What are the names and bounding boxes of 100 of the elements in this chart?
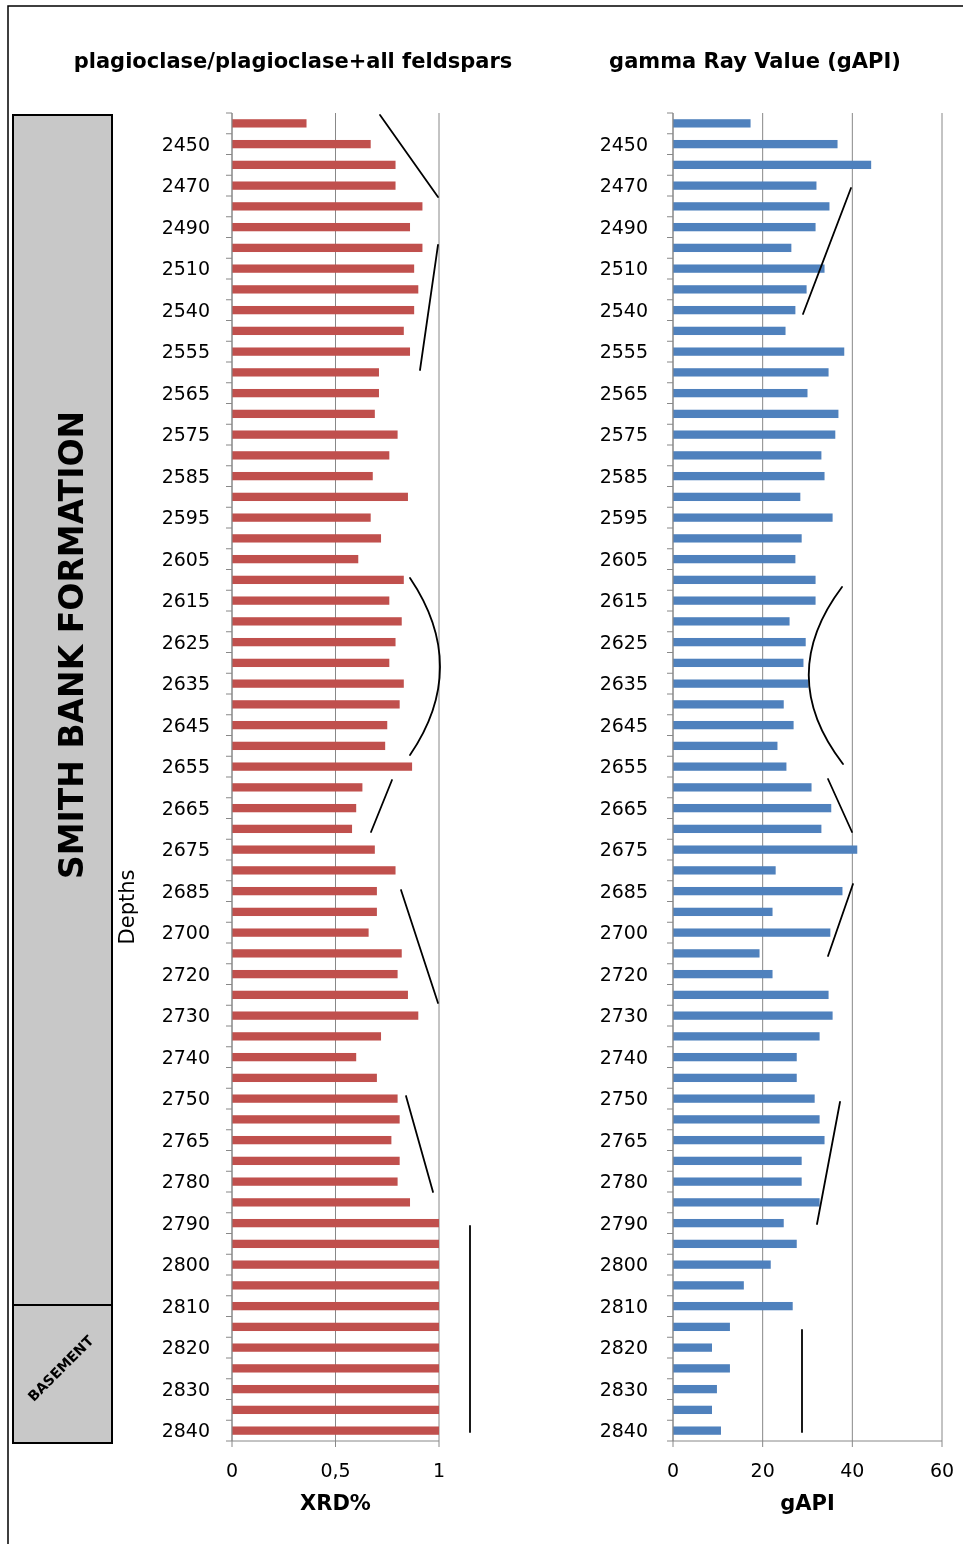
y-tick-label: 2645 <box>599 713 648 736</box>
bar <box>232 1135 392 1145</box>
bar <box>232 1052 357 1062</box>
bar <box>673 741 778 751</box>
y-tick-label: 2645 <box>161 713 210 736</box>
y-tick-label: 2470 <box>599 174 648 197</box>
y-tick-label: 2810 <box>161 1294 210 1317</box>
bar <box>673 222 816 232</box>
x-tick-label: 40 <box>840 1459 865 1481</box>
y-tick-label: 2665 <box>599 796 648 819</box>
bar <box>673 368 829 377</box>
bar <box>232 388 379 398</box>
bar <box>673 866 776 875</box>
y-tick-label: 2555 <box>599 340 648 363</box>
y-tick-label: 2470 <box>161 174 210 197</box>
bar <box>232 866 396 875</box>
y-tick-label: 2800 <box>599 1253 648 1276</box>
bar <box>232 990 408 1000</box>
bar <box>673 596 816 605</box>
bar <box>232 1073 377 1083</box>
bar <box>232 409 375 419</box>
bar <box>673 139 838 149</box>
bar <box>232 1384 439 1394</box>
bar <box>673 119 751 128</box>
y-tick-label: 2840 <box>161 1419 210 1442</box>
y-tick-label: 2625 <box>161 630 210 653</box>
bar <box>232 160 396 170</box>
y-tick-label: 2555 <box>161 340 210 363</box>
bar <box>673 326 786 336</box>
x-tick-label: 0 <box>225 1459 239 1481</box>
bar <box>673 1115 820 1124</box>
bar <box>673 949 760 958</box>
y-tick-label: 2450 <box>161 132 210 155</box>
y-axis-title: Depths <box>115 869 139 945</box>
y-tick-label: 2675 <box>161 838 210 861</box>
y-tick-label: 2450 <box>599 132 648 155</box>
bar <box>232 907 377 917</box>
bar <box>232 1260 439 1269</box>
y-tick-label: 2575 <box>599 423 648 446</box>
x-axis-title: XRD% <box>300 1491 371 1515</box>
y-tick-label: 2820 <box>161 1336 210 1359</box>
bar <box>673 907 773 917</box>
y-tick-label: 2585 <box>599 464 648 487</box>
bar <box>673 430 836 439</box>
y-tick-label: 2790 <box>599 1211 648 1234</box>
y-tick-label: 2765 <box>161 1128 210 1151</box>
bar <box>232 969 398 979</box>
bar <box>673 534 802 543</box>
bar <box>232 181 396 190</box>
bar <box>232 803 357 813</box>
y-tick-label: 2720 <box>599 962 648 985</box>
bar <box>232 1115 400 1124</box>
bar <box>232 824 353 834</box>
x-tick-label: 1 <box>432 1459 446 1481</box>
bar <box>232 949 402 958</box>
bar <box>673 243 792 253</box>
bar <box>673 1052 797 1062</box>
bar <box>232 741 386 751</box>
y-tick-label: 2540 <box>161 298 210 321</box>
y-tick-label: 2780 <box>599 1170 648 1193</box>
bar <box>673 637 806 647</box>
y-tick-label: 2635 <box>161 672 210 695</box>
bar <box>232 492 408 502</box>
y-tick-label: 2665 <box>161 796 210 819</box>
bar <box>673 513 833 522</box>
y-tick-label: 2615 <box>599 589 648 612</box>
bar <box>232 1218 439 1228</box>
y-tick-label: 2685 <box>599 879 648 902</box>
bar <box>673 617 790 626</box>
bar <box>232 222 411 232</box>
bar <box>232 783 363 792</box>
bar <box>673 658 804 668</box>
bar <box>673 471 825 481</box>
bar <box>673 492 801 502</box>
bar <box>673 1032 820 1041</box>
y-tick-label: 2510 <box>161 257 210 280</box>
y-tick-label: 2615 <box>161 589 210 612</box>
y-tick-label: 2585 <box>161 464 210 487</box>
bar <box>232 451 390 460</box>
y-tick-label: 2820 <box>599 1336 648 1359</box>
bar <box>232 575 404 585</box>
chart-title: plagioclase/plagioclase+all feldspars <box>73 49 513 73</box>
bar <box>673 1364 730 1373</box>
y-tick-label: 2840 <box>599 1419 648 1442</box>
bar <box>232 1094 398 1103</box>
y-tick-label: 2595 <box>599 506 648 529</box>
bar <box>673 285 807 294</box>
bar <box>232 471 373 481</box>
x-tick-label: 20 <box>750 1459 775 1481</box>
bar <box>232 347 411 356</box>
bar <box>232 1032 382 1041</box>
bar <box>232 554 359 564</box>
bar <box>673 1301 793 1311</box>
bar <box>673 1011 833 1020</box>
x-tick-label: 60 <box>929 1459 955 1481</box>
y-tick-label: 2740 <box>599 1045 648 1068</box>
bar <box>673 720 794 730</box>
bar <box>673 1322 730 1332</box>
bar <box>673 1239 797 1249</box>
y-tick-label: 2490 <box>161 215 210 238</box>
